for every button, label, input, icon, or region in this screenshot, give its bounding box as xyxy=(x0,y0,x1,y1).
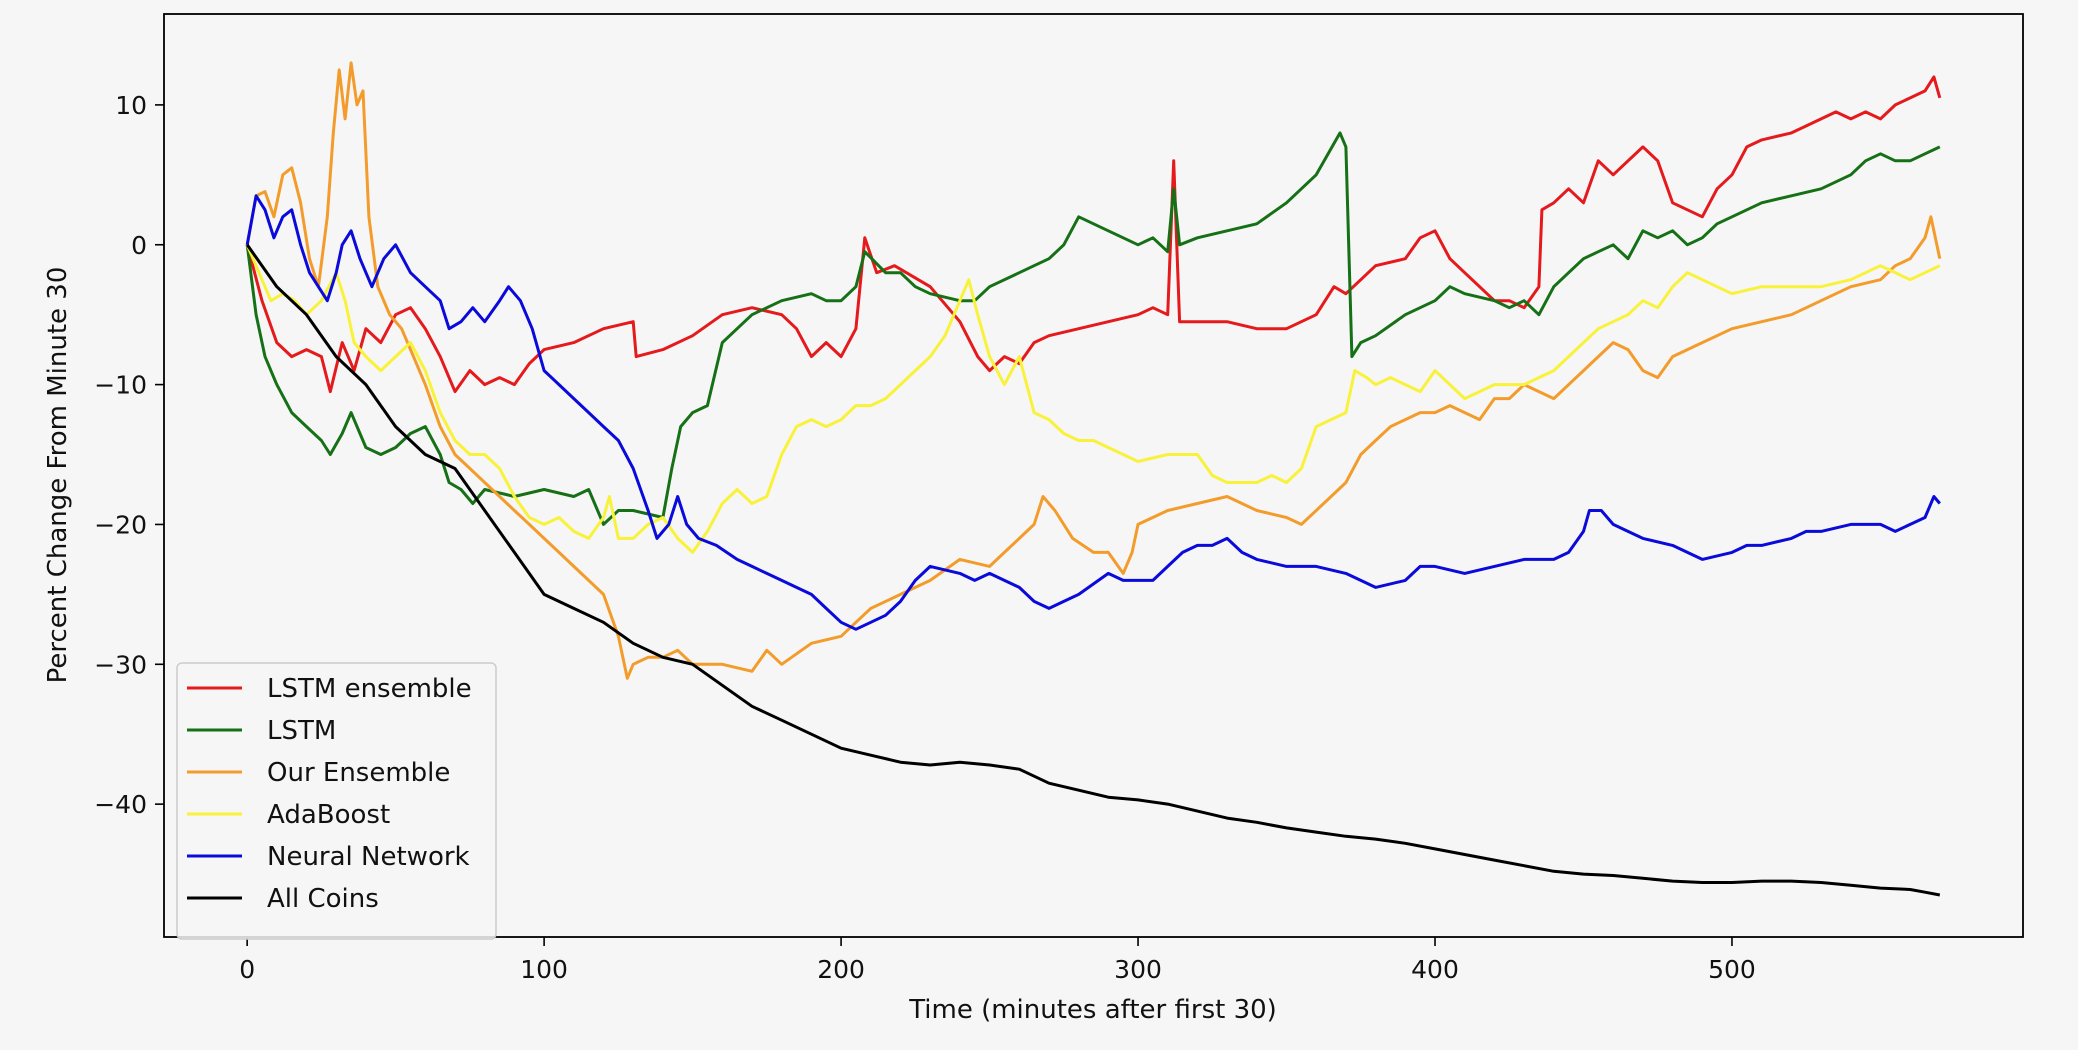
x-tick-label: 200 xyxy=(817,955,865,984)
series-line-6 xyxy=(245,243,1941,897)
y-tick-label: −30 xyxy=(94,650,147,679)
y-axis: 10 0 −10 −20 −30 −40 xyxy=(94,91,164,819)
series-lines xyxy=(245,61,1942,897)
y-tick-label: 0 xyxy=(131,231,147,260)
legend-label: Our Ensemble xyxy=(267,758,450,788)
x-axis: 0 100 200 300 400 500 xyxy=(239,937,1756,984)
legend-box xyxy=(176,662,497,940)
series-line-4 xyxy=(245,244,1941,554)
y-tick-label: −20 xyxy=(94,510,147,539)
series-line-3 xyxy=(245,61,1942,680)
legend-label: All Coins xyxy=(267,884,379,914)
legend-label: LSTM ensemble xyxy=(267,674,472,704)
x-tick-label: 0 xyxy=(239,955,255,984)
legend: LSTM ensemble LSTM Our Ensemble AdaBoost Neu… xyxy=(176,662,497,940)
series-line-1 xyxy=(245,75,1942,394)
legend-label: AdaBoost xyxy=(267,800,390,830)
x-axis-label: Time (minutes after first 30) xyxy=(908,995,1277,1025)
series-line-2 xyxy=(245,131,1941,526)
x-tick-label: 300 xyxy=(1114,955,1162,984)
y-tick-label: −40 xyxy=(94,790,147,819)
y-axis-label: Percent Change From Minute 30 xyxy=(43,267,73,684)
x-tick-label: 500 xyxy=(1708,955,1756,984)
x-tick-label: 400 xyxy=(1411,955,1459,984)
series-line-5 xyxy=(245,194,1941,631)
legend-label: Neural Network xyxy=(267,842,470,872)
x-tick-label: 100 xyxy=(520,955,568,984)
legend-label: LSTM xyxy=(267,716,336,746)
y-tick-label: −10 xyxy=(94,371,147,400)
y-tick-label: 10 xyxy=(115,91,147,120)
